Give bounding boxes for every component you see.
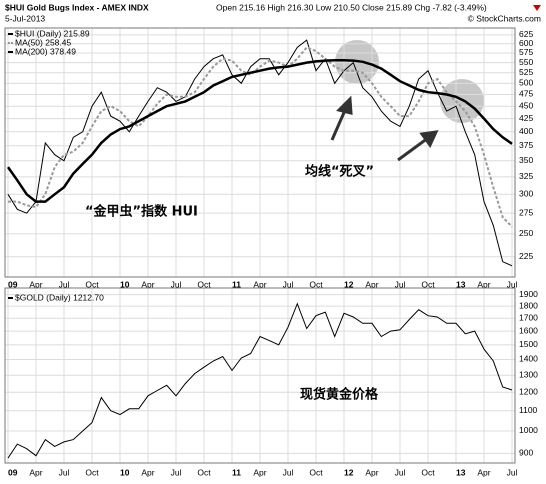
y-tick-label: 1600 — [519, 325, 538, 335]
arrow-head — [419, 130, 439, 148]
y-tick-label: 375 — [519, 140, 533, 150]
y-tick-label: 225 — [519, 251, 533, 261]
x-tick-label: Jul — [59, 467, 70, 477]
y-tick-label: 325 — [519, 171, 533, 181]
x-tick-label: Oct — [85, 467, 99, 477]
arrows — [330, 95, 439, 162]
x-tick-label: Jul — [171, 467, 182, 477]
x-tick-label: 12 — [344, 279, 354, 289]
y-tick-label: 575 — [519, 47, 533, 57]
x-tick-label: 13 — [456, 279, 466, 289]
y-tick-label: 600 — [519, 38, 533, 48]
x-tick-label: Oct — [309, 279, 323, 289]
x-tick-label: Oct — [197, 279, 211, 289]
y-tick-label: 500 — [519, 78, 533, 88]
x-tick-label: Apr — [253, 279, 266, 289]
x-tick-label: Apr — [253, 467, 266, 477]
x-tick-label: 09 — [8, 279, 18, 289]
x-tick-label: Apr — [141, 279, 154, 289]
y-tick-label: 400 — [519, 126, 533, 136]
x-tick-label: 11 — [232, 467, 241, 477]
y-tick-label: 350 — [519, 155, 533, 165]
x-tick-label: Jul — [395, 279, 406, 289]
y-tick-label: 550 — [519, 57, 533, 67]
x-tick-label: 12 — [344, 467, 354, 477]
x-tick-label: 09 — [8, 467, 18, 477]
y-tick-label: 475 — [519, 89, 533, 99]
change-arrow — [533, 5, 541, 11]
x-tick-label: Jul — [283, 279, 294, 289]
y-tick-label: 250 — [519, 228, 533, 238]
annotation: 均线“死叉” — [305, 164, 374, 180]
annotation: “金甲虫”指数 HUI — [85, 204, 198, 220]
x-tick-label: Apr — [29, 279, 42, 289]
y-tick-label: 1000 — [519, 425, 538, 435]
y-tick-label: 1200 — [519, 386, 538, 396]
x-tick-label: Apr — [141, 467, 154, 477]
y-tick-label: 1100 — [519, 405, 538, 415]
legend-label: MA(200) 378.49 — [15, 46, 76, 56]
x-tick-label: Jul — [395, 467, 406, 477]
y-tick-label: 300 — [519, 189, 533, 199]
y-tick-label: 425 — [519, 113, 533, 123]
x-tick-label: Jul — [59, 279, 70, 289]
x-tick-label: Oct — [85, 279, 99, 289]
series-line — [8, 46, 513, 228]
x-tick-label: Apr — [477, 467, 490, 477]
arrow-head — [336, 95, 353, 115]
quote: Open 215.16 High 216.30 Low 210.50 Close… — [216, 2, 487, 12]
x-tick-label: Jul — [171, 279, 182, 289]
x-tick-label: Jul — [507, 467, 518, 477]
chart-title: $HUI Gold Bugs Index - AMEX INDX — [5, 2, 149, 12]
arrow — [330, 107, 348, 141]
x-tick-label: Oct — [421, 467, 435, 477]
plot-frame — [4, 27, 516, 278]
x-tick-label: Jul — [283, 467, 294, 477]
y-tick-label: 450 — [519, 100, 533, 110]
y-tick-label: 1500 — [519, 339, 538, 349]
series-line — [7, 39, 513, 267]
y-tick-label: 1700 — [519, 312, 538, 322]
x-tick-label: Oct — [421, 279, 435, 289]
x-tick-label: Jul — [507, 279, 518, 289]
x-tick-label: Apr — [29, 467, 42, 477]
y-tick-label: 275 — [519, 207, 533, 217]
legend-label: $HUI (Daily) 215.89 — [15, 28, 90, 38]
y-tick-label: 625 — [519, 29, 533, 39]
plot-layer: 2252502753003253503754004254504755005255… — [4, 2, 541, 477]
series-line — [7, 302, 513, 459]
x-tick-label: 11 — [232, 279, 241, 289]
y-tick-label: 1400 — [519, 354, 538, 364]
x-tick-label: 10 — [120, 467, 130, 477]
annotation: 现货黄金价格 — [300, 387, 379, 403]
chart-date: 5-Jul-2013 — [5, 13, 45, 23]
y-tick-label: 1900 — [519, 289, 538, 299]
x-tick-label: Oct — [309, 467, 323, 477]
y-tick-label: 525 — [519, 67, 533, 77]
x-tick-label: Apr — [477, 279, 490, 289]
x-tick-label: 13 — [456, 467, 466, 477]
x-tick-label: Oct — [197, 467, 211, 477]
plot-frame — [4, 287, 516, 464]
legend-label: MA(50) 258.45 — [15, 37, 71, 47]
series-line — [6, 59, 513, 203]
y-tick-label: 1800 — [519, 300, 538, 310]
arrow — [397, 136, 429, 162]
x-tick-label: 10 — [120, 279, 130, 289]
y-tick-label: 1300 — [519, 369, 538, 379]
y-tick-label: 900 — [519, 448, 533, 458]
x-tick-label: Apr — [365, 467, 378, 477]
source: © StockCharts.com — [468, 13, 541, 23]
x-tick-label: Apr — [365, 279, 378, 289]
legend-label: $GOLD (Daily) 1212.70 — [15, 292, 104, 302]
